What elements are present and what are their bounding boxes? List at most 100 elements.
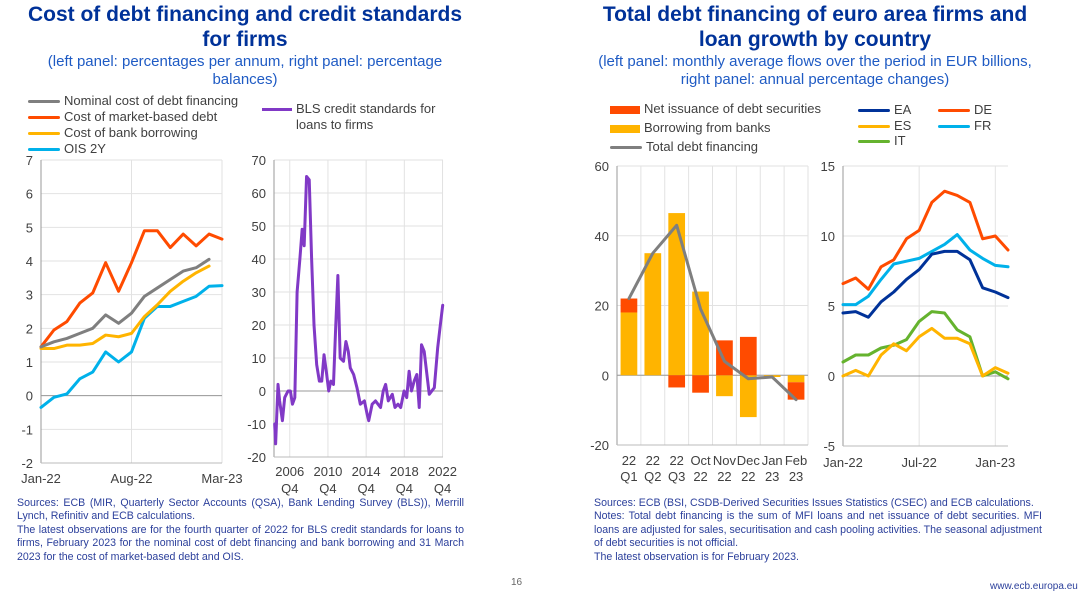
x-tick-label: Q3 — [668, 469, 685, 484]
y-tick-label: 20 — [595, 299, 609, 314]
x-tick-label: Q4 — [396, 481, 413, 496]
bar-borrowing-from-banks — [644, 253, 662, 376]
y-tick-label: 0 — [828, 369, 835, 384]
legend-item: Cost of bank borrowing — [28, 125, 198, 141]
x-tick-label: 2006 — [275, 464, 304, 479]
left-footnote: Sources: ECB (MIR, Quarterly Sector Acco… — [17, 497, 464, 564]
x-tick-label: Q1 — [620, 469, 637, 484]
legend-item: Net issuance of debt securities — [610, 101, 821, 117]
y-tick-label: 10 — [252, 351, 266, 366]
page-number: 16 — [511, 577, 523, 588]
legend-item: Cost of market-based debt — [28, 109, 217, 125]
x-tick-label: Q4 — [434, 481, 451, 496]
legend-label: OIS 2Y — [64, 141, 106, 156]
legend-swatch — [28, 148, 60, 152]
x-tick-label: 22 — [622, 453, 636, 468]
bar-borrowing-from-banks — [787, 375, 805, 383]
x-tick-label: Oct — [690, 453, 711, 468]
y-tick-label: 5 — [26, 220, 33, 235]
bar-net-issuance-debt-securities — [739, 336, 757, 376]
x-tick-label: Q4 — [357, 481, 374, 496]
y-tick-label: 40 — [252, 252, 266, 267]
subtitle-line: balances) — [212, 71, 278, 88]
legend-label: Net issuance of debt securities — [644, 101, 822, 116]
bar-borrowing-from-banks — [668, 213, 686, 376]
legend-label: Cost of bank borrowing — [64, 125, 198, 140]
y-tick-label: 4 — [26, 254, 33, 269]
bar-net-issuance-debt-securities — [668, 375, 686, 388]
legend-label: Total debt financing — [646, 139, 759, 154]
x-tick-label: Jan-22 — [823, 455, 863, 470]
x-tick-label: Q2 — [644, 469, 661, 484]
series-line-cost-of-market-based-debt — [39, 229, 224, 349]
x-tick-label: Feb — [785, 453, 807, 468]
x-tick-label: Q4 — [281, 481, 298, 496]
x-tick-label: 22 — [646, 453, 660, 468]
legend-label: Cost of market-based debt — [64, 109, 218, 124]
right-subtitle: (left panel: monthly average flows over … — [560, 53, 1070, 89]
y-tick-label: -2 — [21, 456, 33, 471]
legend-label: loans to firms — [296, 117, 374, 132]
sources-text: Sources: ECB (BSI, CSDB-Derived Securiti… — [594, 497, 1034, 509]
legend-label: DE — [974, 102, 993, 117]
x-tick-label: 22 — [717, 469, 731, 484]
x-tick-label: 2018 — [390, 464, 419, 479]
y-tick-label: 15 — [821, 159, 835, 174]
bar-borrowing-from-banks — [692, 291, 709, 376]
legend-swatch — [610, 105, 640, 114]
x-tick-label: Jan — [762, 453, 783, 468]
x-tick-label: Aug-22 — [111, 471, 153, 486]
legend-swatch — [858, 125, 890, 129]
series-line-de — [841, 189, 1010, 291]
legend-item: Borrowing from banks — [610, 120, 770, 136]
series-line-nominal-cost-of-debt-financing — [39, 257, 211, 349]
legend-swatch — [28, 132, 60, 136]
left-title: Cost of debt financing and credit standa… — [0, 2, 490, 52]
legend-item: Total debt financing — [610, 139, 758, 155]
legend-label: IT — [894, 133, 906, 148]
bar-borrowing-from-banks — [620, 312, 638, 376]
y-tick-label: 70 — [252, 153, 266, 168]
legend-label: EA — [894, 102, 912, 117]
x-tick-label: Jan-22 — [21, 471, 61, 486]
latest-text: The latest observation is for February 2… — [594, 550, 799, 563]
subtitle-line: (left panel: percentages per annum, righ… — [47, 53, 443, 70]
x-tick-label: Jan-23 — [975, 455, 1015, 470]
y-tick-label: 0 — [26, 389, 33, 404]
y-tick-label: 2 — [26, 321, 33, 336]
legend-label: Nominal cost of debt financing — [64, 93, 239, 108]
legend-swatch — [610, 124, 640, 133]
x-tick-label: Q4 — [319, 481, 336, 496]
notes-text: The latest observations are for the four… — [17, 523, 464, 563]
y-tick-label: -5 — [823, 439, 835, 454]
series-line-ea — [841, 249, 1010, 319]
y-tick-label: 1 — [26, 355, 33, 370]
legend-swatch — [938, 125, 970, 129]
legend-item: OIS 2Y — [28, 141, 106, 157]
sources-text: Sources: ECB (MIR, Quarterly Sector Acco… — [17, 497, 464, 523]
bar-net-issuance-debt-securities — [692, 375, 709, 393]
legend-swatch — [262, 108, 292, 112]
y-tick-label: -1 — [21, 422, 33, 437]
legend-swatch — [858, 140, 890, 144]
x-tick-label: 23 — [765, 469, 779, 484]
subtitle-line: right panel: annual percentage changes) — [680, 71, 950, 88]
website-link[interactable]: www.ecb.europa.eu — [990, 581, 1078, 592]
series-line-ois-2y — [39, 284, 224, 409]
bar-net-issuance-debt-securities — [620, 298, 638, 313]
y-tick-label: -10 — [247, 417, 266, 432]
series-line-cost-of-bank-borrowing — [39, 264, 211, 351]
legend-swatch — [610, 146, 642, 150]
x-tick-label: Dec — [737, 453, 761, 468]
x-tick-label: Mar-23 — [201, 471, 242, 486]
x-tick-label: 23 — [789, 469, 803, 484]
legend-item: ES — [858, 118, 911, 134]
y-tick-label: 0 — [259, 384, 266, 399]
x-tick-label: 22 — [693, 469, 707, 484]
legend-item-bls: BLS credit standards for loans to firms — [262, 101, 435, 133]
subtitle-line: (left panel: monthly average flows over … — [598, 53, 1032, 70]
title-line: for firms — [202, 28, 288, 51]
legend-swatch — [858, 109, 890, 113]
